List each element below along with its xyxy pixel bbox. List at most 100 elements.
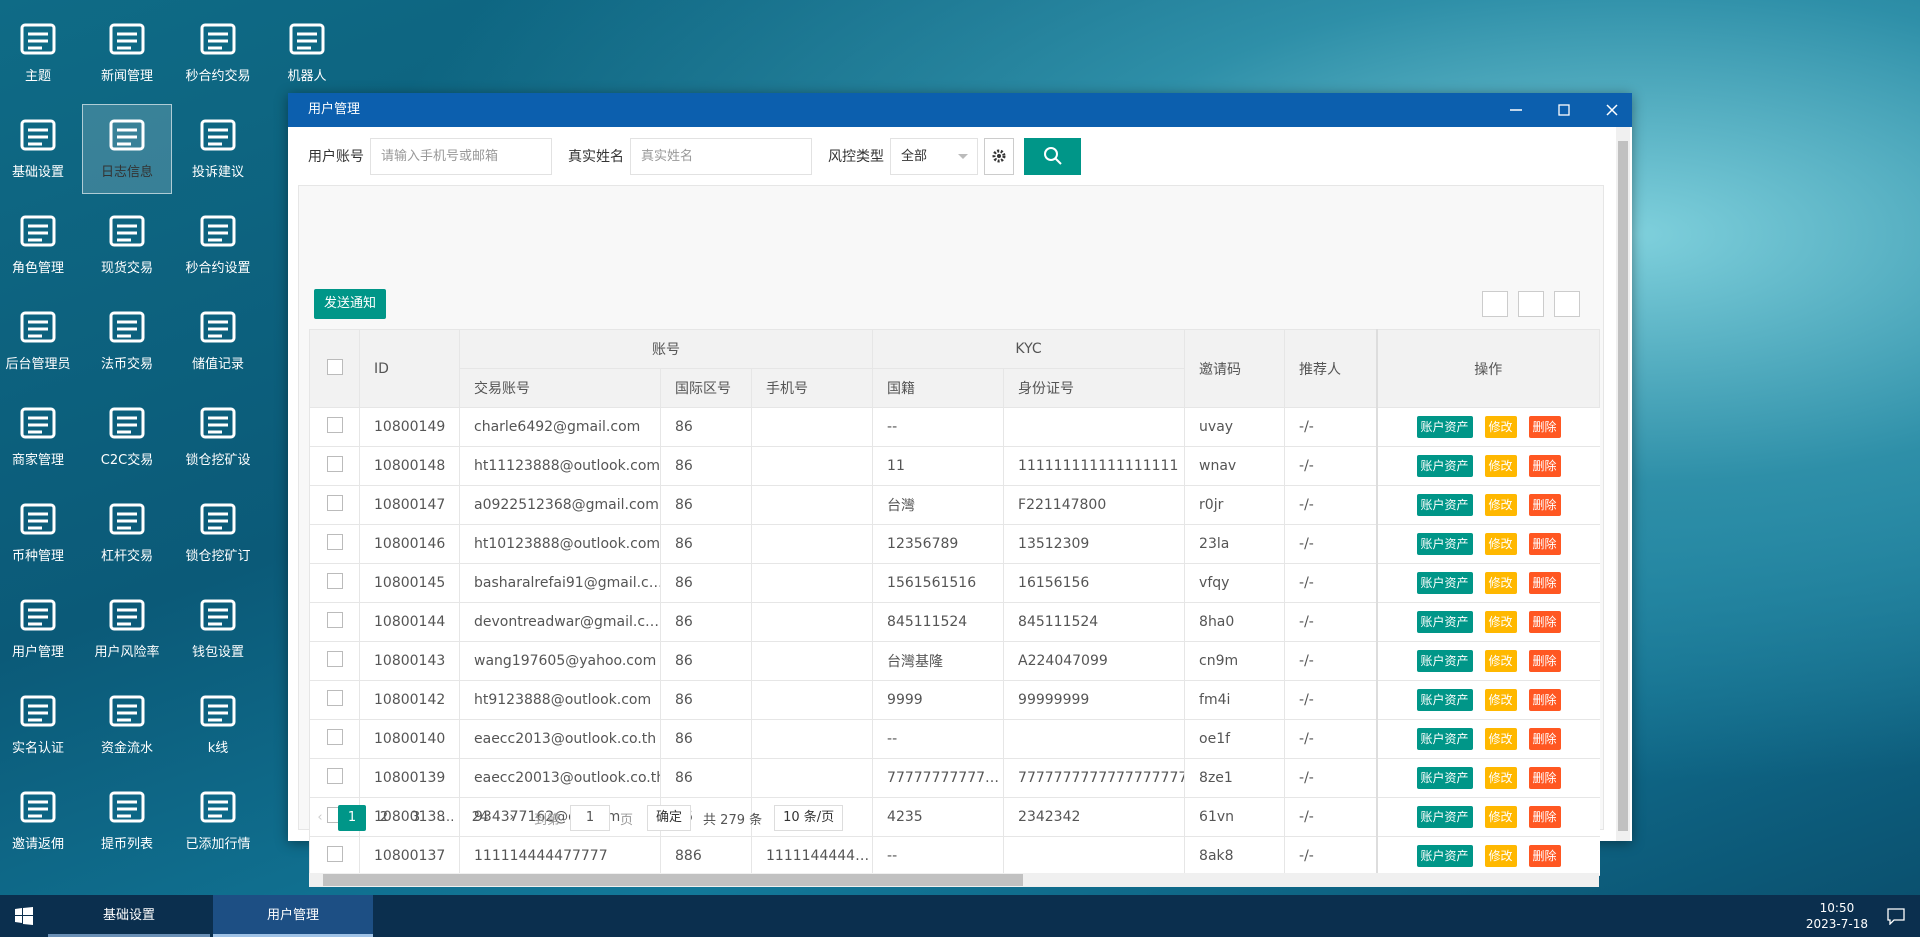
- action-button[interactable]: 修改: [1484, 767, 1517, 789]
- action-button[interactable]: 修改: [1484, 533, 1517, 555]
- checkbox[interactable]: [326, 495, 343, 511]
- confirm-button[interactable]: 确定: [647, 805, 692, 831]
- page-link[interactable]: …: [441, 810, 455, 825]
- desktop-icon[interactable]: 基础设置: [0, 104, 83, 194]
- action-button[interactable]: 修改: [1484, 689, 1517, 711]
- desktop-icon[interactable]: 提币列表: [82, 776, 172, 866]
- action-button[interactable]: 修改: [1484, 416, 1517, 438]
- desktop-icon[interactable]: 钱包设置: [173, 584, 263, 674]
- action-button[interactable]: 账户资产: [1416, 494, 1473, 516]
- desktop-icon[interactable]: 商家管理: [0, 392, 83, 482]
- maximize[interactable]: [1544, 93, 1584, 127]
- action-button[interactable]: 删除: [1528, 533, 1561, 555]
- checkbox[interactable]: [326, 358, 343, 375]
- page-size[interactable]: 10 条/页: [774, 805, 844, 831]
- desktop-icon[interactable]: 锁仓挖矿设: [173, 392, 263, 482]
- page-link[interactable]: 24: [471, 810, 489, 825]
- action-button[interactable]: 账户资产: [1416, 728, 1473, 750]
- action-button[interactable]: 删除: [1528, 455, 1561, 477]
- action-button[interactable]: 账户资产: [1416, 806, 1473, 828]
- desktop-icon[interactable]: 锁仓挖矿订: [173, 488, 263, 578]
- action-button[interactable]: 修改: [1484, 455, 1517, 477]
- action-button[interactable]: 修改: [1484, 611, 1517, 633]
- desktop-icon[interactable]: 秒合约设置: [173, 200, 263, 290]
- action-button[interactable]: 账户资产: [1416, 845, 1473, 867]
- action-button[interactable]: 账户资产: [1416, 611, 1473, 633]
- action-button[interactable]: 删除: [1528, 806, 1561, 828]
- desktop-icon[interactable]: 币种管理: [0, 488, 83, 578]
- checkbox[interactable]: [326, 456, 343, 472]
- action-button[interactable]: 修改: [1484, 806, 1517, 828]
- action-button[interactable]: 删除: [1528, 611, 1561, 633]
- desktop-icon[interactable]: k线: [173, 680, 263, 770]
- goto-input[interactable]: 1: [570, 805, 611, 831]
- desktop-icon[interactable]: 主题: [0, 8, 83, 98]
- action-button[interactable]: 账户资产: [1416, 689, 1473, 711]
- desktop-icon[interactable]: 储值记录: [173, 296, 263, 386]
- minimize[interactable]: [1496, 93, 1536, 127]
- action-button[interactable]: 删除: [1528, 767, 1561, 789]
- start-button[interactable]: [15, 907, 33, 925]
- desktop-icon[interactable]: 用户管理: [0, 584, 83, 674]
- desktop-icon[interactable]: 法币交易: [82, 296, 172, 386]
- desktop-icon[interactable]: 实名认证: [0, 680, 83, 770]
- page-link[interactable]: 2: [379, 810, 389, 825]
- desktop-icon[interactable]: 现货交易: [82, 200, 172, 290]
- desktop-icon[interactable]: 杠杆交易: [82, 488, 172, 578]
- action-button[interactable]: 账户资产: [1416, 416, 1473, 438]
- account-input[interactable]: 请输入手机号或邮箱: [370, 137, 552, 175]
- page-link[interactable]: 3: [411, 810, 421, 825]
- risk-select[interactable]: 全部: [890, 137, 978, 175]
- task-item[interactable]: 基础设置: [48, 895, 210, 937]
- desktop-icon[interactable]: 角色管理: [0, 200, 83, 290]
- action-button[interactable]: 删除: [1528, 572, 1561, 594]
- action-button[interactable]: 删除: [1528, 728, 1561, 750]
- action-button[interactable]: 删除: [1528, 650, 1561, 672]
- desktop-icon[interactable]: 已添加行情: [173, 776, 263, 866]
- checkbox[interactable]: [326, 651, 343, 667]
- action-button[interactable]: 修改: [1484, 845, 1517, 867]
- action-button[interactable]: 修改: [1484, 494, 1517, 516]
- action-button[interactable]: 修改: [1484, 728, 1517, 750]
- action-button[interactable]: 删除: [1528, 494, 1561, 516]
- name-input[interactable]: 真实姓名: [630, 137, 812, 175]
- checkbox[interactable]: [326, 573, 343, 589]
- action-button[interactable]: 删除: [1528, 689, 1561, 711]
- desktop-icon[interactable]: 后台管理员: [0, 296, 83, 386]
- checkbox[interactable]: [326, 768, 343, 784]
- columns-tool[interactable]: [1482, 291, 1508, 317]
- settings-button[interactable]: [984, 137, 1014, 175]
- checkbox[interactable]: [326, 729, 343, 745]
- export-tool[interactable]: [1518, 291, 1544, 317]
- prev[interactable]: ‹: [317, 810, 323, 825]
- desktop-icon[interactable]: C2C交易: [82, 392, 172, 482]
- action-button[interactable]: 修改: [1484, 650, 1517, 672]
- checkbox[interactable]: [326, 534, 343, 550]
- checkbox[interactable]: [326, 417, 343, 433]
- close[interactable]: [1592, 93, 1632, 127]
- search-button[interactable]: [1024, 137, 1081, 175]
- action-button[interactable]: 账户资产: [1416, 455, 1473, 477]
- action-button[interactable]: 账户资产: [1416, 572, 1473, 594]
- task-item[interactable]: 用户管理: [213, 895, 373, 937]
- action-button[interactable]: 账户资产: [1416, 533, 1473, 555]
- desktop-icon[interactable]: 新闻管理: [82, 8, 172, 98]
- action-button[interactable]: 账户资产: [1416, 650, 1473, 672]
- page-link[interactable]: 1: [338, 805, 366, 831]
- notify-button[interactable]: 发送通知: [314, 289, 387, 319]
- notifications[interactable]: [1886, 907, 1906, 925]
- desktop-icon[interactable]: 资金流水: [82, 680, 172, 770]
- next[interactable]: ›: [509, 810, 515, 825]
- checkbox[interactable]: [326, 690, 343, 706]
- desktop-icon[interactable]: 用户风险率: [82, 584, 172, 674]
- action-button[interactable]: 修改: [1484, 572, 1517, 594]
- action-button[interactable]: 账户资产: [1416, 767, 1473, 789]
- print-tool[interactable]: [1554, 291, 1580, 317]
- checkbox[interactable]: [326, 846, 343, 862]
- desktop-icon[interactable]: 投诉建议: [173, 104, 263, 194]
- action-button[interactable]: 删除: [1528, 845, 1561, 867]
- checkbox[interactable]: [326, 612, 343, 628]
- desktop-icon[interactable]: 机器人: [262, 8, 352, 98]
- action-button[interactable]: 删除: [1528, 416, 1561, 438]
- desktop-icon[interactable]: 秒合约交易: [173, 8, 263, 98]
